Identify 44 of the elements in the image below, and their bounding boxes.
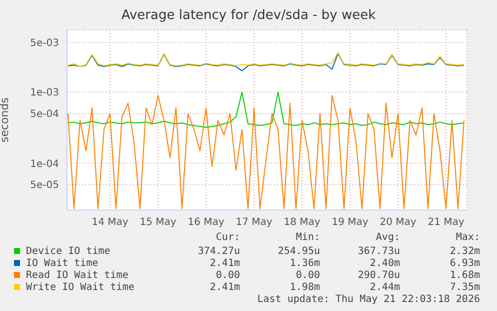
x-tick-label: 19 May: [332, 217, 368, 228]
text: 6.93m: [448, 258, 480, 268]
x-tick-label: 14 May: [92, 217, 128, 228]
y-tick-label: 5e-04: [30, 109, 59, 120]
text: 254.95u: [276, 246, 320, 256]
legend-label: IO Wait time: [26, 258, 98, 268]
text: 374.27u: [196, 246, 240, 256]
x-tick-label: 18 May: [284, 217, 320, 228]
y-tick-label: 1e-04: [30, 158, 59, 170]
x-tick-label: 21 May: [428, 217, 464, 228]
line-series: [68, 52, 464, 67]
text: Cur:: [214, 232, 240, 245]
text: 0.00: [214, 270, 240, 280]
text: Min:: [294, 232, 320, 245]
x-tick-label: 17 May: [236, 217, 272, 228]
text: Avg:: [374, 232, 400, 245]
text: 1.36m: [288, 258, 320, 268]
line-series: [68, 53, 464, 72]
text: Last update: Thu May 21 22:03:18 2026: [256, 294, 480, 305]
y-axis-title: seconds: [0, 97, 11, 142]
y-tick-label: 5e-05: [30, 180, 59, 192]
text: 2.32m: [448, 246, 480, 256]
text: 2.41m: [208, 258, 240, 268]
text: 1.98m: [288, 282, 320, 292]
chart-title: Average latency for /dev/sda - by week: [120, 8, 377, 23]
text: 2.41m: [208, 282, 240, 292]
text: Max:: [454, 232, 480, 245]
text: 1.68m: [448, 270, 480, 280]
y-tick-label: 5e-03: [30, 38, 59, 50]
line-series: [68, 94, 464, 210]
y-tick-label: 1e-03: [30, 88, 59, 99]
text: 2.40m: [368, 258, 400, 268]
text: 0.00: [294, 270, 320, 280]
text: 2.44m: [368, 282, 400, 292]
legend-label: Write IO Wait time: [26, 282, 134, 292]
line-series: [68, 92, 464, 128]
legend-label: Read IO Wait time: [26, 270, 128, 280]
x-tick-label: 16 May: [188, 217, 224, 228]
text: 290.70u: [356, 270, 400, 280]
x-tick-label: 15 May: [140, 217, 176, 228]
text: 7.35m: [448, 282, 480, 292]
x-tick-label: 20 May: [380, 217, 416, 228]
legend-label: Device IO time: [26, 246, 110, 256]
text: 367.73u: [356, 246, 400, 256]
